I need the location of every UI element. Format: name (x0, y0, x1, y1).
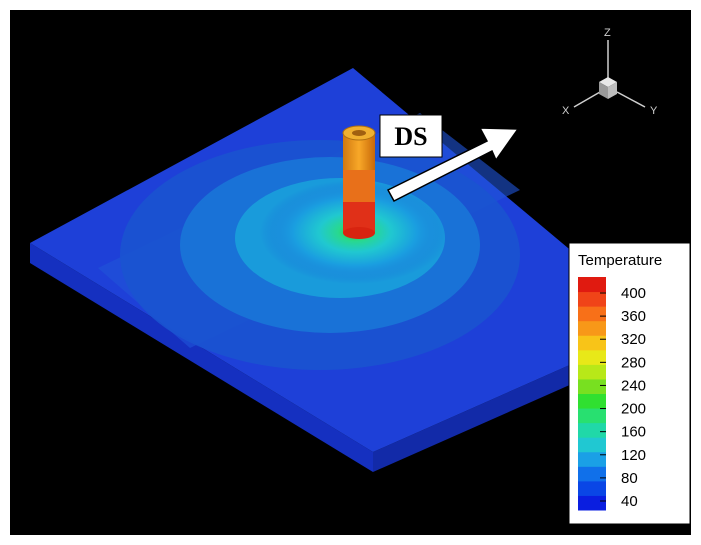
legend-swatch (578, 364, 606, 380)
legend-tick-label: 280 (621, 354, 646, 371)
legend-tick-label: 400 (621, 285, 646, 302)
legend-swatch (578, 437, 606, 453)
legend-swatch (578, 349, 606, 365)
plate-side-left (30, 243, 373, 472)
rod-base (343, 227, 375, 239)
legend-tick-label: 320 (621, 331, 646, 348)
ds-label: DS (394, 122, 427, 151)
legend-tick-label: 240 (621, 377, 646, 394)
legend-swatch (578, 291, 606, 307)
legend-swatch (578, 277, 606, 293)
legend-swatch (578, 320, 606, 336)
rod (342, 125, 376, 239)
legend-swatch (578, 408, 606, 424)
axis-cube-left (599, 82, 608, 99)
plate (30, 68, 660, 472)
direction-annotation: DS (379, 114, 520, 202)
temperature-legend: Temperature 400 360 320 280 240 200 160 120 80 40 (568, 242, 691, 525)
legend-colorbar (578, 277, 606, 511)
axis-cube-right (608, 82, 617, 99)
legend-swatch (578, 335, 606, 351)
axis-label-x: X (562, 105, 570, 117)
legend-swatch (578, 393, 606, 409)
rod-segment-mid (343, 170, 375, 202)
legend-swatch (578, 466, 606, 482)
axis-label-y: Y (650, 105, 658, 117)
legend-swatch (578, 495, 606, 511)
legend-tick-label: 160 (621, 424, 646, 441)
legend-swatch (578, 480, 606, 496)
orientation-axes: Z X Y (562, 27, 658, 117)
legend-tick-label: 200 (621, 401, 646, 418)
legend-tick-label: 360 (621, 308, 646, 325)
legend-tick-label: 80 (621, 470, 638, 487)
legend-swatch (578, 378, 606, 394)
legend-title: Temperature (578, 252, 662, 269)
rod-top-hole (352, 130, 366, 136)
ds-label-box (379, 114, 443, 158)
legend-swatch (578, 422, 606, 438)
direction-arrow (386, 127, 520, 202)
legend-tick-label: 120 (621, 447, 646, 464)
legend-ticks: 400 360 320 280 240 200 160 120 80 40 (600, 285, 646, 510)
legend-tick-label: 40 (621, 493, 638, 510)
legend-swatch (578, 451, 606, 467)
axis-label-z: Z (604, 27, 611, 39)
legend-swatch (578, 306, 606, 322)
